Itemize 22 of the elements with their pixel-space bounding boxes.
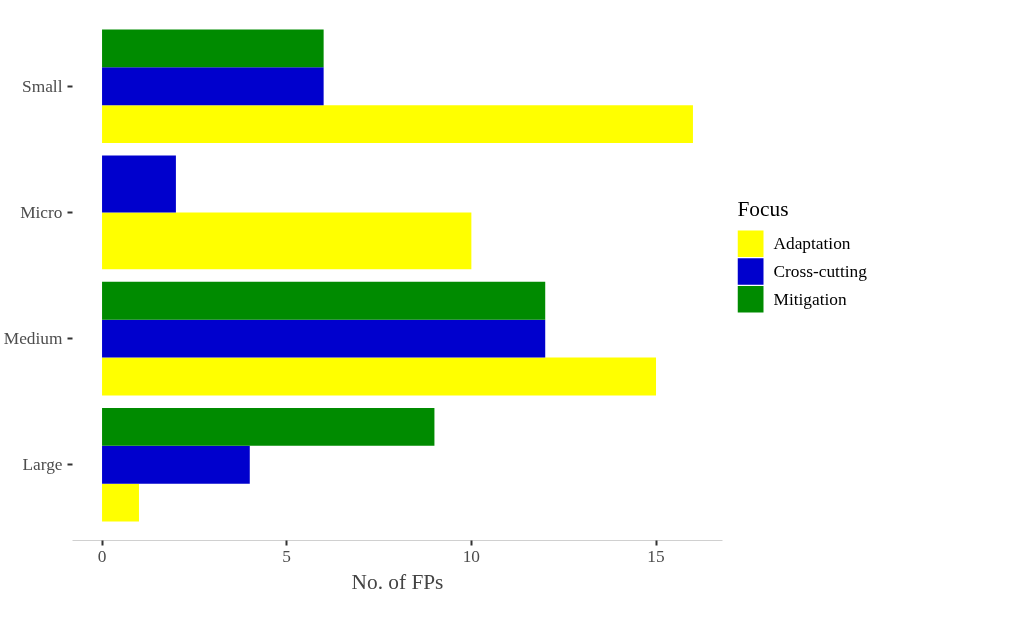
x-tick-label: 10 bbox=[462, 546, 481, 566]
y-tick-label: Medium bbox=[3, 329, 64, 349]
bar bbox=[102, 445, 250, 484]
legend-label: Cross-cutting bbox=[773, 262, 868, 282]
y-tick-label: Micro bbox=[20, 202, 63, 222]
x-tick-label: 0 bbox=[97, 546, 107, 566]
bar bbox=[102, 281, 546, 320]
y-tick-label: Small bbox=[22, 76, 63, 96]
x-tick-label: 15 bbox=[647, 546, 665, 566]
bar bbox=[102, 67, 324, 106]
bar bbox=[102, 319, 546, 358]
x-tick-label: 5 bbox=[282, 546, 292, 566]
bar bbox=[102, 483, 139, 522]
legend-label: Mitigation bbox=[773, 289, 847, 309]
bar bbox=[102, 408, 435, 446]
bar bbox=[102, 105, 693, 143]
bar bbox=[102, 29, 324, 68]
legend-title: Focus bbox=[737, 197, 789, 222]
bar bbox=[102, 357, 657, 396]
y-tick-label: Large bbox=[22, 455, 63, 475]
x-axis-title: No. of FPs bbox=[351, 569, 444, 594]
legend-label: Adaptation bbox=[773, 234, 851, 254]
